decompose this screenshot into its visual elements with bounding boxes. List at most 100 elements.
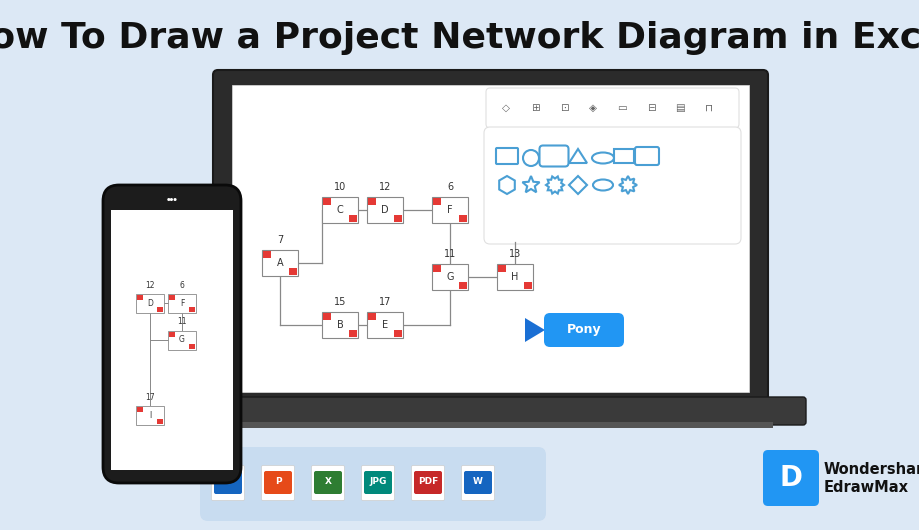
FancyBboxPatch shape bbox=[264, 471, 292, 494]
FancyBboxPatch shape bbox=[208, 422, 773, 428]
FancyBboxPatch shape bbox=[157, 306, 163, 312]
Text: X: X bbox=[324, 478, 332, 487]
FancyBboxPatch shape bbox=[544, 313, 624, 347]
Text: 15: 15 bbox=[334, 297, 346, 307]
FancyBboxPatch shape bbox=[432, 197, 468, 223]
FancyBboxPatch shape bbox=[323, 313, 331, 320]
Text: F: F bbox=[180, 298, 184, 307]
Text: W: W bbox=[473, 478, 483, 487]
Text: 12: 12 bbox=[379, 182, 391, 192]
Text: 7: 7 bbox=[277, 235, 283, 245]
FancyBboxPatch shape bbox=[459, 215, 467, 222]
FancyBboxPatch shape bbox=[312, 465, 345, 500]
FancyBboxPatch shape bbox=[189, 343, 195, 349]
FancyBboxPatch shape bbox=[111, 210, 233, 470]
Text: H: H bbox=[511, 272, 518, 282]
FancyBboxPatch shape bbox=[213, 70, 768, 405]
Text: D: D bbox=[381, 205, 389, 215]
FancyBboxPatch shape bbox=[364, 471, 392, 494]
Text: G: G bbox=[447, 272, 454, 282]
FancyBboxPatch shape bbox=[484, 127, 741, 244]
FancyBboxPatch shape bbox=[349, 215, 357, 222]
Text: E: E bbox=[382, 320, 388, 330]
Text: D: D bbox=[147, 298, 153, 307]
Text: 17: 17 bbox=[379, 297, 391, 307]
Text: D: D bbox=[779, 464, 802, 492]
Text: ⊡: ⊡ bbox=[560, 103, 568, 113]
FancyBboxPatch shape bbox=[322, 197, 358, 223]
FancyBboxPatch shape bbox=[412, 465, 445, 500]
FancyBboxPatch shape bbox=[157, 419, 163, 423]
Text: ◈: ◈ bbox=[589, 103, 597, 113]
FancyBboxPatch shape bbox=[361, 465, 394, 500]
Text: How To Draw a Project Network Diagram in Excel: How To Draw a Project Network Diagram in… bbox=[0, 21, 919, 55]
Text: ⊓: ⊓ bbox=[705, 103, 713, 113]
FancyBboxPatch shape bbox=[289, 268, 297, 275]
FancyBboxPatch shape bbox=[524, 282, 532, 289]
FancyBboxPatch shape bbox=[137, 407, 143, 411]
Text: C: C bbox=[336, 205, 344, 215]
FancyBboxPatch shape bbox=[498, 265, 506, 272]
FancyBboxPatch shape bbox=[394, 330, 402, 337]
Text: EdrawMax: EdrawMax bbox=[824, 480, 909, 494]
FancyBboxPatch shape bbox=[394, 215, 402, 222]
FancyBboxPatch shape bbox=[189, 306, 195, 312]
FancyBboxPatch shape bbox=[136, 294, 164, 313]
Text: P: P bbox=[275, 478, 281, 487]
FancyBboxPatch shape bbox=[367, 312, 403, 338]
Text: 10: 10 bbox=[334, 182, 346, 192]
FancyBboxPatch shape bbox=[763, 450, 819, 506]
Text: B: B bbox=[336, 320, 344, 330]
FancyBboxPatch shape bbox=[432, 264, 468, 290]
Text: JPG: JPG bbox=[369, 478, 387, 487]
FancyBboxPatch shape bbox=[168, 294, 196, 313]
FancyBboxPatch shape bbox=[349, 330, 357, 337]
FancyBboxPatch shape bbox=[103, 185, 241, 483]
Text: ◇: ◇ bbox=[502, 103, 510, 113]
Text: ●●●: ●●● bbox=[166, 198, 177, 202]
FancyBboxPatch shape bbox=[497, 264, 533, 290]
FancyBboxPatch shape bbox=[461, 465, 494, 500]
Text: G: G bbox=[179, 335, 185, 344]
Text: 11: 11 bbox=[444, 249, 456, 259]
Text: F: F bbox=[448, 205, 453, 215]
FancyBboxPatch shape bbox=[459, 282, 467, 289]
Text: 11: 11 bbox=[177, 317, 187, 326]
FancyBboxPatch shape bbox=[168, 331, 196, 349]
FancyBboxPatch shape bbox=[464, 471, 492, 494]
FancyBboxPatch shape bbox=[149, 189, 195, 203]
FancyBboxPatch shape bbox=[262, 465, 294, 500]
FancyBboxPatch shape bbox=[368, 198, 376, 205]
Text: ⊟: ⊟ bbox=[647, 103, 655, 113]
FancyBboxPatch shape bbox=[136, 405, 164, 425]
FancyBboxPatch shape bbox=[314, 471, 342, 494]
FancyBboxPatch shape bbox=[175, 397, 806, 425]
Text: ⊞: ⊞ bbox=[530, 103, 539, 113]
Text: 6: 6 bbox=[447, 182, 453, 192]
FancyBboxPatch shape bbox=[137, 295, 143, 299]
FancyBboxPatch shape bbox=[169, 295, 175, 299]
FancyBboxPatch shape bbox=[263, 251, 271, 258]
Text: 6: 6 bbox=[179, 280, 185, 289]
Text: I: I bbox=[149, 411, 151, 420]
Text: 13: 13 bbox=[509, 249, 521, 259]
Polygon shape bbox=[525, 318, 545, 342]
Text: Pony: Pony bbox=[567, 323, 601, 337]
FancyBboxPatch shape bbox=[214, 471, 242, 494]
FancyBboxPatch shape bbox=[262, 250, 298, 276]
FancyBboxPatch shape bbox=[169, 331, 175, 337]
Text: A: A bbox=[277, 258, 283, 268]
FancyBboxPatch shape bbox=[323, 198, 331, 205]
FancyBboxPatch shape bbox=[368, 313, 376, 320]
Text: ▭: ▭ bbox=[618, 103, 627, 113]
FancyBboxPatch shape bbox=[322, 312, 358, 338]
Text: 17: 17 bbox=[145, 393, 154, 402]
FancyBboxPatch shape bbox=[200, 447, 546, 521]
FancyBboxPatch shape bbox=[414, 471, 442, 494]
FancyBboxPatch shape bbox=[486, 88, 739, 128]
FancyBboxPatch shape bbox=[367, 197, 403, 223]
FancyBboxPatch shape bbox=[211, 465, 244, 500]
FancyBboxPatch shape bbox=[232, 85, 749, 392]
Text: 12: 12 bbox=[145, 280, 154, 289]
Text: V: V bbox=[224, 478, 232, 487]
